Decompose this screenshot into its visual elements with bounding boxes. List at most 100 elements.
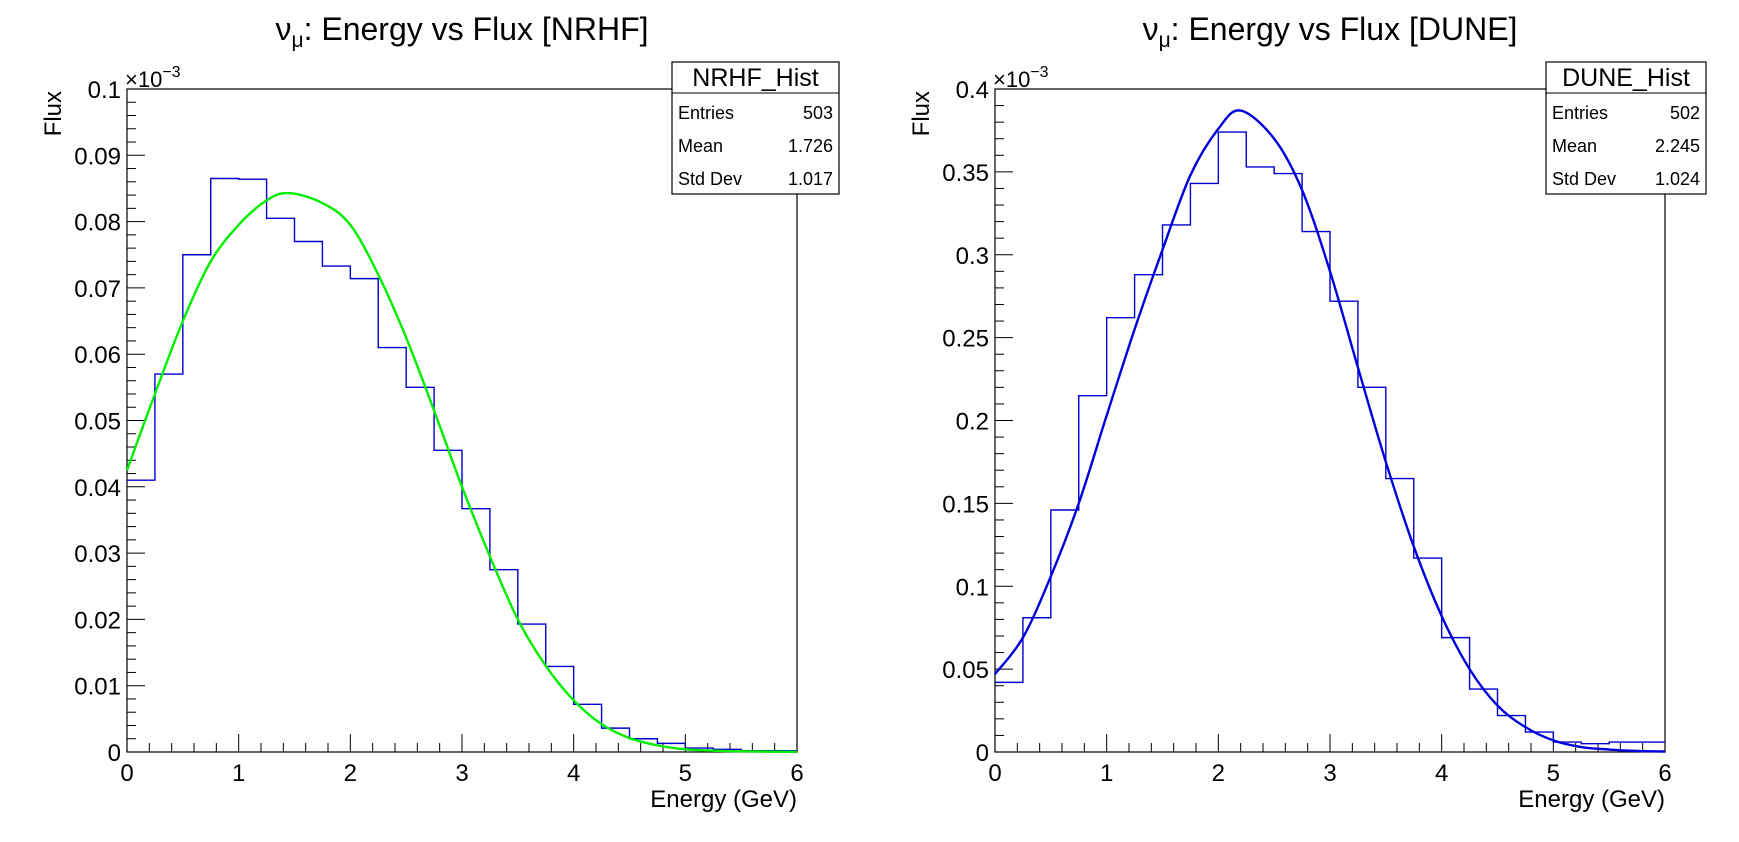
- histogram-bin: [1358, 387, 1386, 752]
- y-tick-label: 0.03: [74, 541, 121, 568]
- title-subscript: μ: [1159, 29, 1171, 52]
- y-tick-label: 0.25: [942, 326, 989, 353]
- y-tick-label: 0.35: [942, 160, 989, 187]
- histogram-bin: [1274, 174, 1302, 752]
- histogram-bin: [995, 682, 1023, 752]
- x-axis-label: Energy (GeV): [1518, 786, 1665, 813]
- histogram-bin: [1498, 716, 1526, 752]
- histogram-bin: [155, 374, 183, 752]
- histogram-bin: [1246, 167, 1274, 752]
- fit-curve: [125, 191, 798, 754]
- stats-label: Mean: [1552, 136, 1597, 156]
- x-tick-label: 2: [1212, 760, 1225, 787]
- stats-value: 503: [803, 103, 833, 123]
- histogram-bin: [1414, 558, 1442, 752]
- y-tick-label: 0.04: [74, 475, 121, 502]
- histogram-bin: [1079, 396, 1107, 752]
- y-tick-label: 0.07: [74, 276, 121, 303]
- title-text: : Energy vs Flux [DUNE]: [1171, 11, 1518, 47]
- stats-value: 2.245: [1655, 136, 1700, 156]
- histogram-bin: [574, 704, 602, 752]
- histogram: [127, 177, 797, 752]
- histogram-bin: [350, 279, 378, 752]
- x-tick-label: 3: [1323, 760, 1336, 787]
- stats-value: 502: [1670, 103, 1700, 123]
- histogram-bin: [295, 241, 323, 752]
- histogram-bin: [1107, 318, 1135, 752]
- histogram-bin: [239, 179, 267, 752]
- histogram-bin: [127, 480, 155, 752]
- x-tick-label: 4: [567, 760, 580, 787]
- y-tick-label: 0.2: [956, 409, 989, 436]
- title-nu: ν: [275, 11, 291, 47]
- y-tick-label: 0: [108, 740, 121, 767]
- multiplier-base: ×10: [125, 67, 162, 92]
- histogram-bin: [267, 218, 295, 752]
- title-subscript: μ: [291, 29, 303, 52]
- stats-label: Std Dev: [678, 169, 742, 189]
- y-tick-label: 0: [976, 740, 989, 767]
- histogram-bin: [406, 387, 434, 752]
- stats-box-name: DUNE_Hist: [1562, 64, 1690, 92]
- histogram-bin: [546, 666, 574, 752]
- histogram-bin: [1218, 132, 1246, 752]
- title-nu: ν: [1143, 11, 1159, 47]
- y-tick-label: 0.05: [942, 657, 989, 684]
- stats-box-frame: [671, 61, 840, 195]
- histogram-outline: [127, 177, 797, 752]
- y-tick-label: 0.1: [88, 77, 121, 104]
- chart-panel-2: νμ: Energy vs Flux [DUNE] 0 1 2 3 4 5 6 0 0.05 0.1…: [908, 11, 1707, 813]
- x-tick-label: 2: [344, 760, 357, 787]
- multiplier-base: ×10: [993, 67, 1030, 92]
- x-tick-label: 6: [790, 760, 803, 787]
- y-tick-label: 0.02: [74, 607, 121, 634]
- x-axis-label: Energy (GeV): [650, 786, 797, 813]
- y-tick-label: 0.4: [956, 77, 989, 104]
- x-tick-label: 6: [1658, 760, 1671, 787]
- y-axis-label: Flux: [40, 91, 67, 136]
- y-multiplier-label: ×10−3: [993, 64, 1049, 92]
- y-tick-label: 0.05: [74, 409, 121, 436]
- histogram-bin: [1470, 689, 1498, 752]
- y-tick-label: 0.15: [942, 491, 989, 518]
- multiplier-exponent: −3: [1030, 64, 1048, 81]
- y-multiplier-label: ×10−3: [125, 64, 181, 92]
- histogram-bin: [1386, 479, 1414, 752]
- histogram: [995, 131, 1665, 752]
- y-tick-label: 0.1: [956, 574, 989, 601]
- x-tick-label: 5: [679, 760, 692, 787]
- histogram-bin: [1023, 618, 1051, 752]
- histogram-bin: [211, 179, 239, 752]
- x-tick-label: 1: [232, 760, 245, 787]
- histogram-bin: [322, 266, 350, 752]
- histogram-bin: [1135, 275, 1163, 752]
- histogram-bin: [1330, 301, 1358, 752]
- histogram-bin: [490, 570, 518, 752]
- chart-title: νμ: Energy vs Flux [DUNE]: [1143, 11, 1518, 52]
- x-tick-label: 3: [455, 760, 468, 787]
- title-text: : Energy vs Flux [NRHF]: [304, 11, 649, 47]
- stats-value: 1.726: [788, 136, 833, 156]
- stats-box: NRHF_Hist Entries 503 Mean 1.726 Std Dev 1.017: [671, 61, 840, 195]
- x-tick-label: 5: [1547, 760, 1560, 787]
- x-tick-label: 0: [120, 760, 133, 787]
- histogram-bin: [1051, 510, 1079, 752]
- multiplier-exponent: −3: [162, 64, 180, 81]
- y-tick-label: 0.09: [74, 143, 121, 170]
- y-tick-label: 0.06: [74, 342, 121, 369]
- y-tick-label: 0.01: [74, 674, 121, 701]
- y-axis-label: Flux: [908, 91, 935, 136]
- histogram-bin: [1190, 183, 1218, 752]
- stats-label: Entries: [1552, 103, 1608, 123]
- x-tick-label: 4: [1435, 760, 1448, 787]
- chart-title: νμ: Energy vs Flux [NRHF]: [275, 11, 648, 52]
- y-tick-label: 0.3: [956, 243, 989, 270]
- y-tick-label: 0.08: [74, 210, 121, 237]
- stats-label: Entries: [678, 103, 734, 123]
- histogram-bin: [183, 255, 211, 752]
- histogram-bin: [434, 450, 462, 752]
- chart-panel-1: νμ: Energy vs Flux [NRHF] 0 1 2 3 4 5 6 0 0.01 0.0…: [40, 11, 840, 813]
- stats-label: Mean: [678, 136, 723, 156]
- x-tick-label: 1: [1100, 760, 1113, 787]
